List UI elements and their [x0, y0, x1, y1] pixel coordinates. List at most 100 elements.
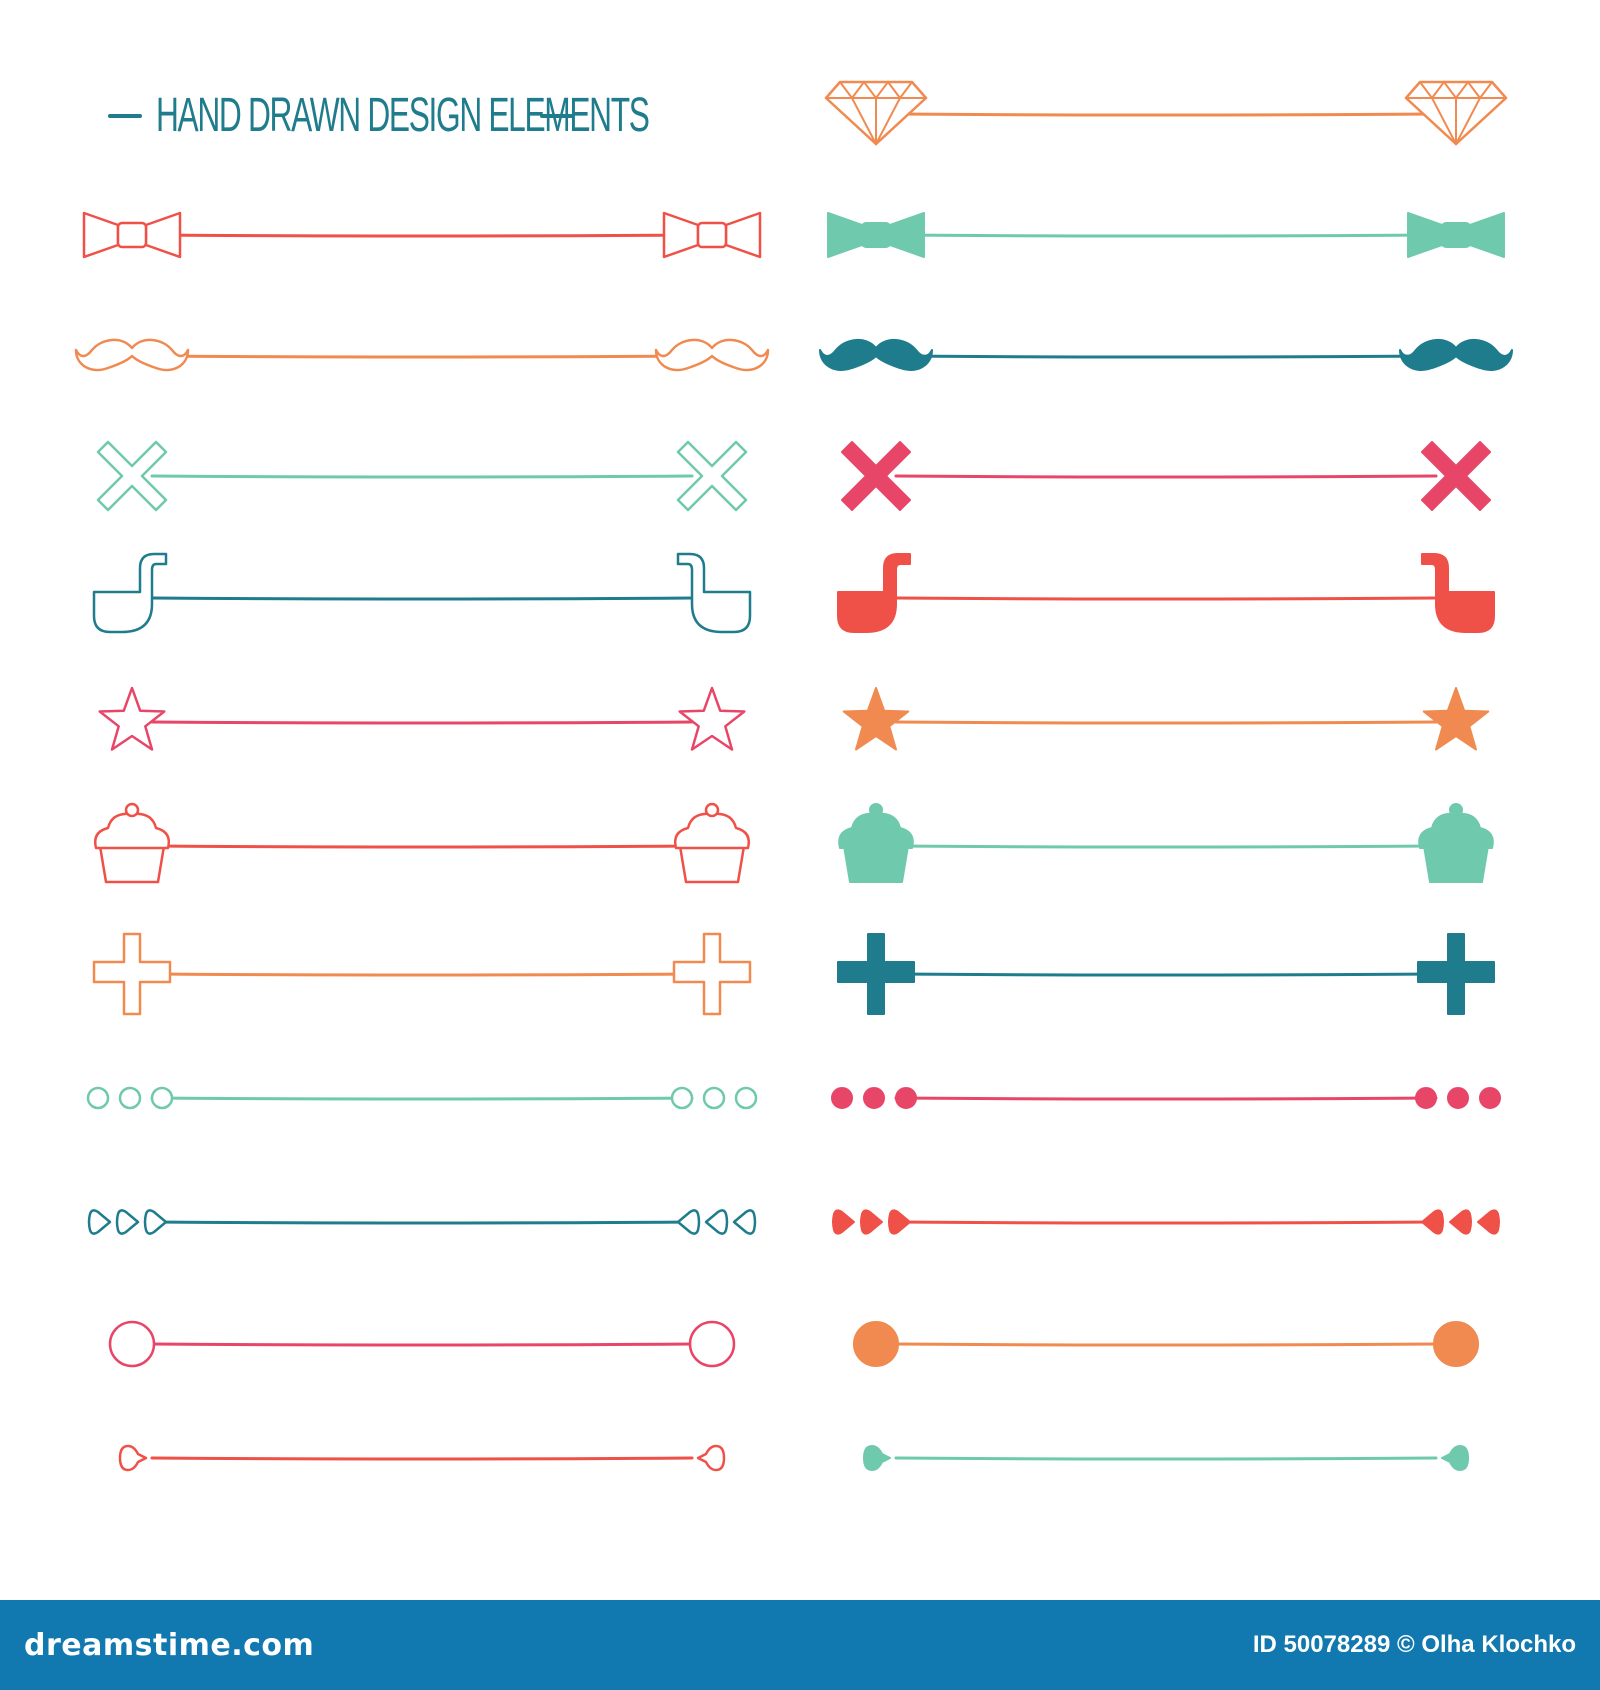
- star-icon: [678, 686, 746, 751]
- x-cross-icon: [1421, 441, 1491, 511]
- x-cross-icon: [841, 441, 911, 511]
- divider-right-star: [842, 687, 1490, 751]
- divider-line: [894, 1456, 1438, 1461]
- divider-line: [150, 596, 694, 601]
- three-circles-icon: [1415, 1087, 1501, 1109]
- divider-right-heart: [863, 1445, 1469, 1471]
- heart-icon: [696, 1444, 726, 1472]
- plus-cross-icon: [92, 932, 172, 1016]
- divider-line: [894, 972, 1438, 977]
- divider-line: [150, 354, 694, 359]
- x-cross-icon: [96, 440, 168, 512]
- divider-line: [150, 474, 694, 479]
- star-icon: [98, 686, 166, 751]
- mustache-icon: [74, 338, 190, 372]
- three-hearts-icon: [87, 1209, 168, 1235]
- divider-line: [150, 720, 694, 725]
- page-title-block: HAND DRAWN DESIGN ELEMENTS: [108, 88, 748, 143]
- footer-brand[interactable]: dreamstime.com: [24, 1627, 315, 1663]
- divider-line: [894, 844, 1438, 849]
- star-icon: [842, 687, 910, 751]
- title-dash-right: [540, 113, 574, 118]
- footer-bar: dreamstime.com ID 50078289 © Olha Klochk…: [0, 1600, 1600, 1690]
- three-circles-icon: [86, 1086, 174, 1110]
- divider-right-plus-cross: [837, 933, 1495, 1015]
- divider-left-pipe: [92, 552, 752, 634]
- divider-line: [150, 1096, 694, 1101]
- pipe-icon: [92, 552, 168, 634]
- divider-left-cupcake: [94, 802, 750, 884]
- star-icon: [1422, 687, 1490, 751]
- divider-left-three-circles: [86, 1086, 758, 1110]
- pipe-icon: [1421, 553, 1495, 633]
- divider-line: [894, 474, 1438, 479]
- circle-icon: [688, 1320, 736, 1368]
- divider-right-mustache: [819, 339, 1513, 371]
- three-circles-icon: [670, 1086, 758, 1110]
- divider-line: [894, 1220, 1438, 1225]
- cupcake-icon: [94, 802, 170, 884]
- divider-left-plus-cross: [92, 932, 752, 1016]
- dividers-canvas: [74, 80, 1513, 1472]
- plus-cross-icon: [837, 933, 915, 1015]
- plus-cross-icon: [1417, 933, 1495, 1015]
- bow-tie-icon: [662, 211, 762, 259]
- bow-tie-icon: [82, 211, 182, 259]
- page-title: HAND DRAWN DESIGN ELEMENTS: [156, 89, 650, 142]
- plus-cross-icon: [672, 932, 752, 1016]
- x-cross-icon: [676, 440, 748, 512]
- divider-right-bow-tie: [827, 212, 1505, 258]
- cupcake-icon: [838, 803, 914, 883]
- cupcake-icon: [1418, 803, 1494, 883]
- circle-icon: [108, 1320, 156, 1368]
- divider-right-pipe: [837, 553, 1495, 633]
- heart-icon: [863, 1445, 891, 1471]
- divider-left-heart: [118, 1444, 726, 1472]
- divider-right-circle: [853, 1321, 1479, 1367]
- cupcake-icon: [674, 802, 750, 884]
- divider-left-x-cross: [96, 440, 748, 512]
- heart-icon: [118, 1444, 148, 1472]
- divider-right-three-hearts: [832, 1209, 1500, 1235]
- divider-line: [150, 972, 694, 977]
- divider-line: [150, 844, 694, 849]
- diamond-icon: [1404, 80, 1508, 147]
- divider-left-bow-tie: [82, 211, 762, 259]
- divider-line: [150, 1342, 694, 1347]
- divider-left-three-hearts: [87, 1209, 757, 1235]
- divider-line: [894, 233, 1438, 238]
- mustache-icon: [654, 338, 770, 372]
- divider-right-cupcake: [838, 803, 1494, 883]
- divider-line: [150, 1220, 694, 1225]
- divider-line: [894, 720, 1438, 725]
- divider-right-three-circles: [831, 1087, 1501, 1109]
- divider-line: [894, 1096, 1438, 1101]
- circle-icon: [1433, 1321, 1479, 1367]
- pipe-icon: [837, 553, 911, 633]
- three-circles-icon: [831, 1087, 917, 1109]
- three-hearts-icon: [1421, 1209, 1500, 1235]
- three-hearts-icon: [676, 1209, 757, 1235]
- circle-icon: [853, 1321, 899, 1367]
- divider-right-diamond: [824, 80, 1508, 147]
- divider-left-star: [98, 686, 746, 751]
- diamond-icon: [824, 80, 928, 147]
- divider-left-mustache: [74, 338, 770, 372]
- mustache-icon: [819, 339, 933, 371]
- footer-credit: ID 50078289 © Olha Klochko: [1252, 1631, 1576, 1658]
- divider-right-x-cross: [841, 441, 1491, 511]
- divider-line: [894, 596, 1438, 601]
- bow-tie-icon: [1407, 212, 1505, 258]
- divider-line: [894, 1342, 1438, 1347]
- divider-line: [150, 233, 694, 238]
- mustache-icon: [1399, 339, 1513, 371]
- title-dash-left: [108, 113, 142, 118]
- pipe-icon: [676, 552, 752, 634]
- divider-line: [894, 112, 1438, 117]
- heart-icon: [1441, 1445, 1469, 1471]
- three-hearts-icon: [832, 1209, 911, 1235]
- divider-line: [894, 354, 1438, 359]
- bow-tie-icon: [827, 212, 925, 258]
- divider-line: [150, 1456, 694, 1461]
- divider-left-circle: [108, 1320, 736, 1368]
